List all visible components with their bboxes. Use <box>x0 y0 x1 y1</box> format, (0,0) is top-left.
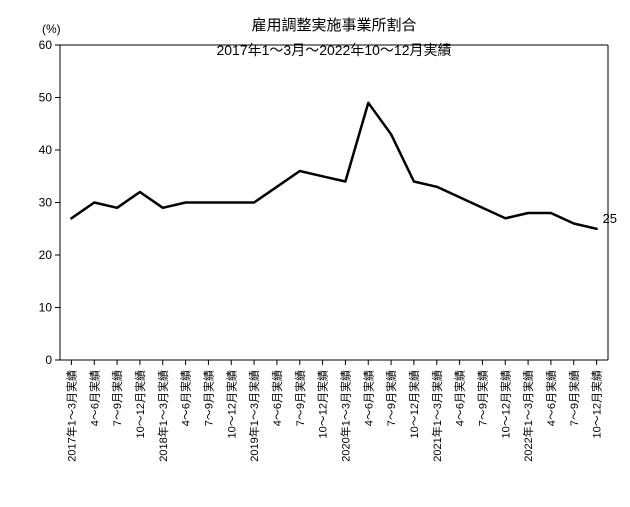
y-tick-label: 30 <box>39 196 53 210</box>
x-tick-label: 10～12月実績 <box>498 370 512 438</box>
x-tick-label: 7～9月実績 <box>567 370 581 426</box>
x-tick-label: 7～9月実績 <box>110 370 124 426</box>
x-tick-label: 2017年1～3月実績 <box>64 370 78 462</box>
chart-subtitle: 2017年1～3月～2022年10～12月実績 <box>216 42 451 58</box>
end-value-label: 25 <box>603 211 617 226</box>
y-axis-label: (%) <box>42 22 61 36</box>
y-tick-label: 40 <box>39 143 53 157</box>
y-tick-label: 20 <box>39 248 53 262</box>
x-tick-label: 4～6月実績 <box>270 370 284 426</box>
x-tick-label: 10～12月実績 <box>407 370 421 438</box>
x-tick-label: 10～12月実績 <box>590 370 604 438</box>
y-tick-label: 10 <box>39 301 53 315</box>
y-tick-label: 0 <box>45 353 52 367</box>
x-tick-label: 7～9月実績 <box>201 370 215 426</box>
x-tick-label: 10～12月実績 <box>224 370 238 438</box>
x-tick-label: 2020年1～3月実績 <box>338 370 352 462</box>
y-tick-label: 60 <box>39 38 53 52</box>
x-tick-label: 4～6月実績 <box>179 370 193 426</box>
x-tick-label: 10～12月実績 <box>133 370 147 438</box>
x-tick-label: 2021年1～3月実績 <box>430 370 444 462</box>
x-tick-label: 4～6月実績 <box>544 370 558 426</box>
chart-title: 雇用調整実施事業所割合 <box>251 17 416 34</box>
line-chart: 雇用調整実施事業所割合 2017年1～3月～2022年10～12月実績 (%) 0 10… <box>0 0 630 507</box>
x-tick-label: 7～9月実績 <box>475 370 489 426</box>
x-tick-label: 2022年1～3月実績 <box>521 370 535 462</box>
y-tick-label: 50 <box>39 91 53 105</box>
data-line <box>71 103 596 229</box>
x-tick-label: 2019年1～3月実績 <box>247 370 261 462</box>
x-tick-label: 7～9月実績 <box>293 370 307 426</box>
x-tick-label: 4～6月実績 <box>453 370 467 426</box>
x-tick-label: 4～6月実績 <box>361 370 375 426</box>
x-tick-label: 7～9月実績 <box>384 370 398 426</box>
x-tick-label: 10～12月実績 <box>316 370 330 438</box>
x-tick-label: 2018年1～3月実績 <box>156 370 170 462</box>
x-tick-label: 4～6月実績 <box>87 370 101 426</box>
